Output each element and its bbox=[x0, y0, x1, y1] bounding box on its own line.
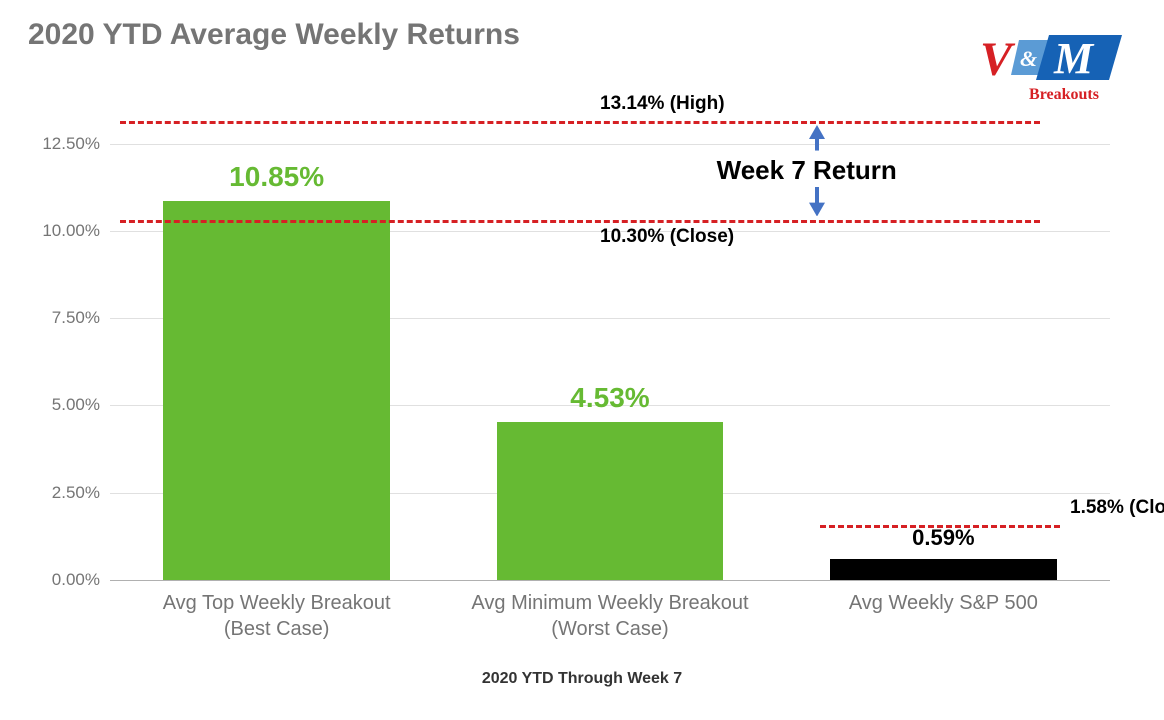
x-category-label: Avg Weekly S&P 500 bbox=[803, 590, 1083, 616]
x-category-label: Avg Top Weekly Breakout (Best Case) bbox=[137, 590, 417, 642]
sp-close-line-label: 1.58% (Close) bbox=[1070, 497, 1164, 519]
bar bbox=[830, 559, 1057, 580]
chart-title: 2020 YTD Average Weekly Returns bbox=[28, 18, 520, 52]
up-arrow-icon bbox=[807, 125, 827, 156]
chart-plot: 0.00%2.50%5.00%7.50%10.00%12.50%10.85%Av… bbox=[110, 100, 1110, 580]
chart-subtitle: 2020 YTD Through Week 7 bbox=[0, 670, 1164, 688]
bar-value-label: 4.53% bbox=[570, 382, 649, 414]
close-dashed-line bbox=[120, 220, 1040, 223]
logo-amp: & bbox=[1020, 46, 1037, 71]
bar-value-label: 0.59% bbox=[912, 525, 974, 551]
bar bbox=[163, 201, 390, 580]
y-tick-label: 12.50% bbox=[20, 134, 100, 154]
logo-m: M bbox=[1053, 34, 1095, 83]
y-tick-label: 5.00% bbox=[20, 395, 100, 415]
x-axis-baseline bbox=[110, 580, 1110, 581]
gridline bbox=[110, 144, 1110, 145]
bar-value-label: 10.85% bbox=[229, 161, 324, 193]
close-line-label: 10.30% (Close) bbox=[600, 226, 734, 248]
vm-breakouts-logo: V & M Breakouts bbox=[974, 30, 1134, 110]
sp-close-dashed-line bbox=[820, 525, 1060, 528]
down-arrow-icon bbox=[807, 187, 827, 222]
y-tick-label: 10.00% bbox=[20, 221, 100, 241]
week7-return-label: Week 7 Return bbox=[717, 155, 897, 186]
high-line-label: 13.14% (High) bbox=[600, 93, 725, 115]
logo-svg: V & M bbox=[974, 30, 1134, 90]
y-tick-label: 2.50% bbox=[20, 483, 100, 503]
high-dashed-line bbox=[120, 121, 1040, 124]
y-tick-label: 7.50% bbox=[20, 308, 100, 328]
logo-v: V bbox=[980, 33, 1016, 86]
y-tick-label: 0.00% bbox=[20, 570, 100, 590]
bar bbox=[497, 422, 724, 580]
x-category-label: Avg Minimum Weekly Breakout (Worst Case) bbox=[470, 590, 750, 642]
chart-plot-area: 0.00%2.50%5.00%7.50%10.00%12.50%10.85%Av… bbox=[110, 100, 1110, 580]
